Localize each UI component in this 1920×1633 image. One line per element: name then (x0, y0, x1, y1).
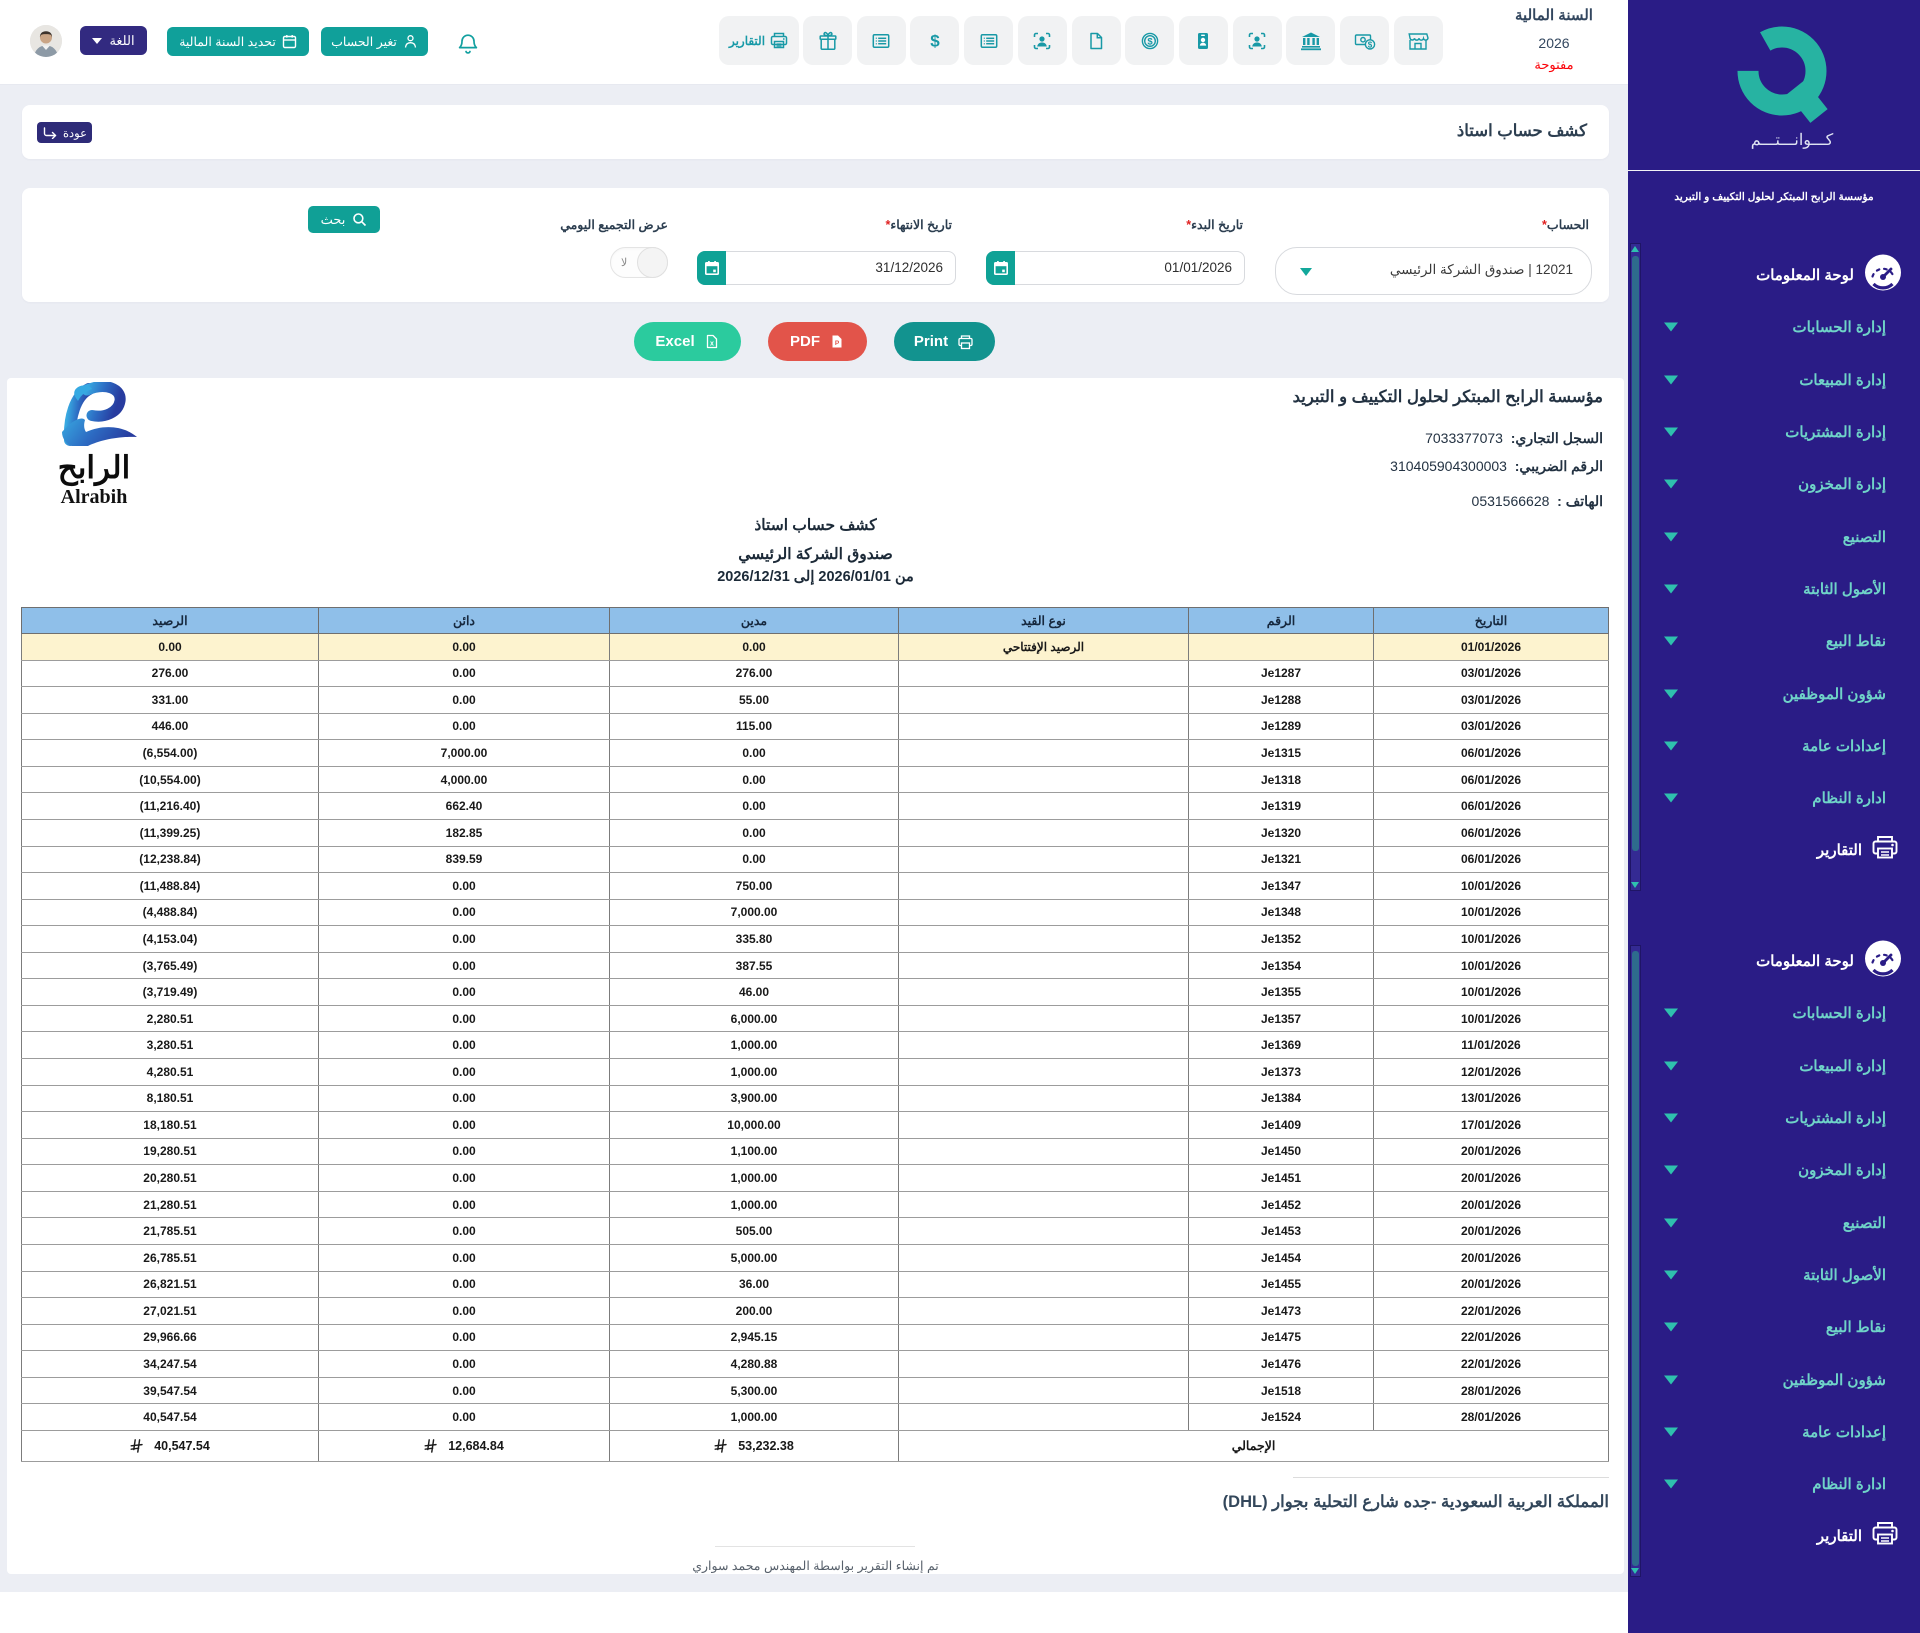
svg-text:$: $ (1367, 40, 1372, 49)
svg-text:x: x (710, 341, 714, 348)
svg-text:P: P (835, 340, 840, 347)
svg-text:$: $ (930, 31, 940, 50)
svg-text:$: $ (1147, 36, 1153, 47)
